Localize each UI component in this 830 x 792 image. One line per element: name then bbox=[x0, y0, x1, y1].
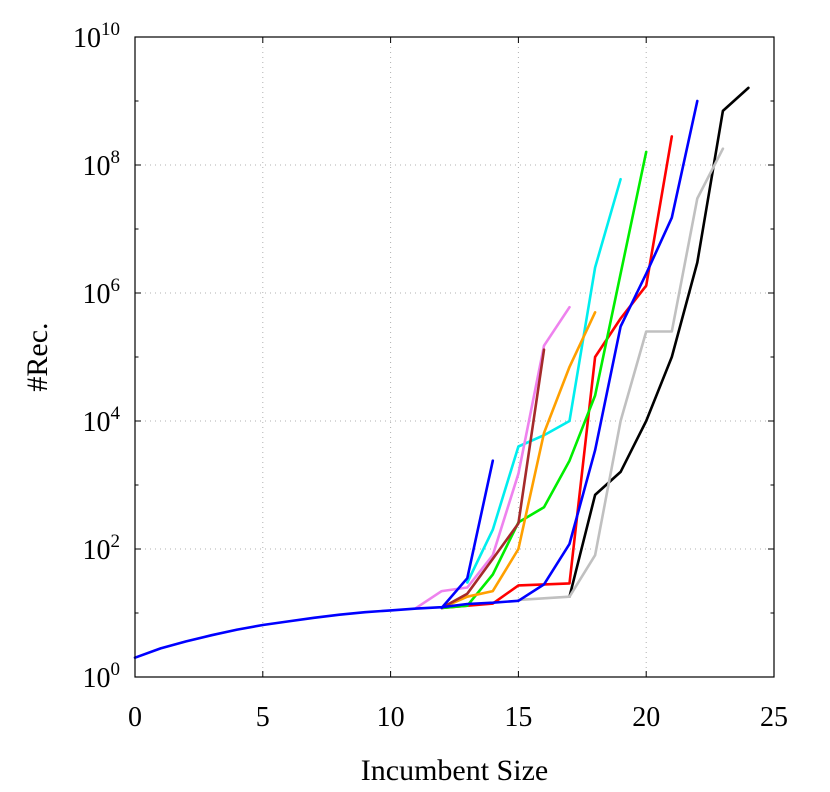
y-tick-label: 106 bbox=[83, 275, 121, 310]
y-tick-base: 10 bbox=[83, 663, 111, 694]
x-tick-label: 25 bbox=[760, 702, 788, 733]
series-line-9 bbox=[440, 459, 495, 610]
y-tick-base: 10 bbox=[83, 151, 111, 182]
y-axis-label: #Rec. bbox=[21, 322, 54, 391]
y-tick-exponent: 0 bbox=[111, 659, 121, 680]
y-tick-label: 108 bbox=[83, 147, 121, 182]
y-tick-exponent: 2 bbox=[111, 531, 121, 552]
y-tick-exponent: 6 bbox=[111, 275, 121, 296]
x-tick-label: 20 bbox=[632, 702, 660, 733]
grid bbox=[135, 37, 774, 677]
x-tick-label: 10 bbox=[377, 702, 405, 733]
y-tick-exponent: 8 bbox=[111, 147, 121, 168]
y-tick-label: 100 bbox=[83, 659, 121, 694]
y-tick-base: 10 bbox=[83, 279, 111, 310]
series-line-10 bbox=[133, 99, 699, 660]
series-line-1 bbox=[568, 86, 750, 599]
y-tick-base: 10 bbox=[73, 23, 101, 54]
y-tick-label: 1010 bbox=[73, 19, 120, 54]
series-line-8 bbox=[440, 348, 546, 610]
x-tick-label: 15 bbox=[504, 702, 532, 733]
y-tick-label: 104 bbox=[83, 403, 121, 438]
y-tick-label: 102 bbox=[83, 531, 121, 566]
ticks bbox=[134, 36, 775, 678]
x-tick-label: 5 bbox=[256, 702, 270, 733]
y-tick-exponent: 4 bbox=[111, 403, 121, 424]
series-line-7 bbox=[414, 305, 571, 610]
x-tick-label: 0 bbox=[128, 702, 142, 733]
series-layer bbox=[133, 86, 750, 660]
series-line-2 bbox=[517, 147, 725, 602]
x-axis-label: Incumbent Size bbox=[361, 754, 548, 787]
series-line-6 bbox=[440, 310, 597, 610]
x-tick-labels: 0 5 10 15 20 25 bbox=[128, 702, 788, 733]
y-tick-base: 10 bbox=[83, 535, 111, 566]
y-tick-exponent: 10 bbox=[101, 19, 120, 40]
y-tick-base: 10 bbox=[83, 407, 111, 438]
plot-frame bbox=[134, 36, 775, 678]
series-line-4 bbox=[440, 150, 648, 610]
